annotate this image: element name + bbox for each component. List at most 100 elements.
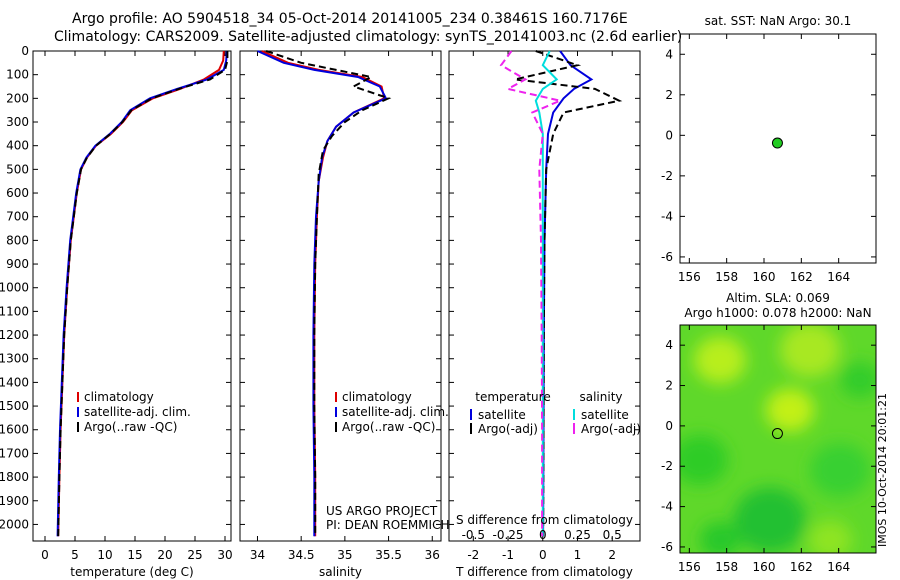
annotation-text: US ARGO PROJECT — [326, 504, 438, 518]
x-tick-label: 164 — [827, 560, 850, 574]
map-title: Altim. SLA: 0.069 — [726, 291, 830, 305]
legend-header: temperature — [475, 390, 550, 404]
legend-entry: satellite-adj. clim. — [342, 405, 449, 419]
x-tick-label: 5 — [71, 548, 79, 562]
panel-salinity: 34 34.5 35 35.5 36 salinity climatologysatelli… — [239, 50, 449, 579]
heatmap-blob — [766, 388, 814, 432]
y-tick-label: 1400 — [0, 375, 29, 389]
y-tick-label: 1000 — [0, 281, 29, 295]
x-tick-label: 2 — [608, 548, 616, 562]
x-tick-label: 162 — [790, 560, 813, 574]
x-axis-label: temperature (deg C) — [70, 565, 193, 579]
panel-temperature: 0 5 10 15 20 25 30 temperature (deg C) 0 100 200 30… — [0, 44, 233, 579]
map-sat-sst-map: 156 158 160 162 164 -6 -4 -2 0 2 4 sat. SST: NaN Ar… — [661, 14, 877, 284]
series-line — [57, 51, 229, 537]
y-tick-label: 0 — [665, 419, 673, 433]
footer-stamp: IMOS 10-Oct-2014 20:01:21 — [876, 393, 889, 547]
argo-position-marker — [771, 428, 783, 440]
heatmap-blob — [810, 443, 870, 497]
y-tick-label: 2 — [665, 379, 673, 393]
legend-entry: Argo(-adj) — [478, 422, 538, 436]
y-tick-label: 1300 — [0, 352, 29, 366]
y-tick-label: 1900 — [0, 494, 29, 508]
legend-entry: climatology — [342, 390, 412, 404]
map-frame — [679, 324, 877, 554]
x-tick-label: 10 — [97, 548, 112, 562]
y-tick-label: 100 — [6, 68, 29, 82]
x-tick-label: 156 — [678, 560, 701, 574]
y-tick-label: 1200 — [0, 328, 29, 342]
y-tick-label: 1100 — [0, 304, 29, 318]
x-tick-label: 156 — [678, 270, 701, 284]
secondary-axis-label: S difference from climatology — [456, 513, 633, 527]
legend-entry: climatology — [84, 390, 154, 404]
x-axis-label: T difference from climatology — [455, 565, 633, 579]
x-tick-label: 1 — [574, 548, 582, 562]
x-tick-label: 35 — [337, 548, 352, 562]
x-tick-label: 20 — [157, 548, 172, 562]
series-line — [499, 50, 564, 537]
series-line — [257, 50, 388, 537]
y-tick-label: 1700 — [0, 446, 29, 460]
map-subtitle: Argo h1000: 0.078 h2000: NaN — [684, 306, 871, 320]
y-tick-label: 2000 — [0, 517, 29, 531]
y-tick-label: 900 — [6, 257, 29, 271]
heatmap-blob — [700, 522, 740, 553]
panel-frame — [239, 50, 442, 542]
x-tick-label: 15 — [127, 548, 142, 562]
argo-position-marker — [771, 137, 783, 149]
x-tick-label: 34.5 — [288, 548, 315, 562]
x-tick-label: 162 — [790, 270, 813, 284]
heatmap-blob — [734, 487, 806, 553]
y-tick-label: 4 — [665, 47, 673, 61]
x-tick-label: 36 — [425, 548, 440, 562]
x-tick-label: 0 — [539, 548, 547, 562]
y-tick-label: 1800 — [0, 470, 29, 484]
y-tick-label: -6 — [661, 250, 673, 264]
x-tick-label: 158 — [715, 270, 738, 284]
y-tick-label: 400 — [6, 139, 29, 153]
legend-entry: Argo(-adj) — [581, 422, 641, 436]
y-tick-label: 1500 — [0, 399, 29, 413]
y-tick-label: -6 — [661, 540, 673, 554]
x-tick-label: 0 — [41, 548, 49, 562]
y-tick-label: 700 — [6, 210, 29, 224]
heatmap-field — [680, 325, 876, 553]
y-tick-label: 800 — [6, 233, 29, 247]
x-tick-label: 164 — [827, 270, 850, 284]
panel-difference: -2 -1 0 1 2 T difference from climatology temp… — [448, 50, 641, 579]
panel-frame — [32, 50, 232, 542]
x-tick-label: -1 — [502, 548, 514, 562]
map-frame — [679, 33, 877, 264]
y-tick-label: 2 — [665, 88, 673, 102]
legend-header: salinity — [579, 390, 622, 404]
map-title: sat. SST: NaN Argo: 30.1 — [705, 14, 852, 28]
x-tick-label: 34 — [250, 548, 265, 562]
y-tick-label: 0 — [21, 44, 29, 58]
x-tick-label: 160 — [753, 560, 776, 574]
y-tick-label: 300 — [6, 115, 29, 129]
annotation-text: PI: DEAN ROEMMICH — [326, 518, 449, 532]
legend-entry: Argo(..raw -QC) — [84, 420, 177, 434]
y-tick-label: -2 — [661, 459, 673, 473]
y-tick-label: 600 — [6, 186, 29, 200]
heatmap-blob — [808, 520, 852, 553]
x-tick-label: -2 — [467, 548, 479, 562]
heatmap-blob — [680, 434, 728, 486]
series-line — [534, 50, 559, 537]
secondary-tick-label: -0.5 — [462, 528, 485, 542]
y-tick-label: 0 — [665, 128, 673, 142]
legend-entry: satellite-adj. clim. — [84, 405, 191, 419]
x-tick-label: 25 — [187, 548, 202, 562]
x-tick-label: 35.5 — [375, 548, 402, 562]
x-tick-label: 160 — [753, 270, 776, 284]
legend-entry: satellite — [478, 408, 526, 422]
legend-entry: satellite — [581, 408, 629, 422]
y-tick-label: -4 — [661, 500, 673, 514]
secondary-tick-label: 0 — [539, 528, 547, 542]
y-tick-label: -4 — [661, 209, 673, 223]
secondary-tick-label: 0.25 — [564, 528, 591, 542]
header-line-1: Argo profile: AO 5904518_34 05-Oct-2014 … — [72, 11, 628, 27]
y-tick-label: 4 — [665, 338, 673, 352]
